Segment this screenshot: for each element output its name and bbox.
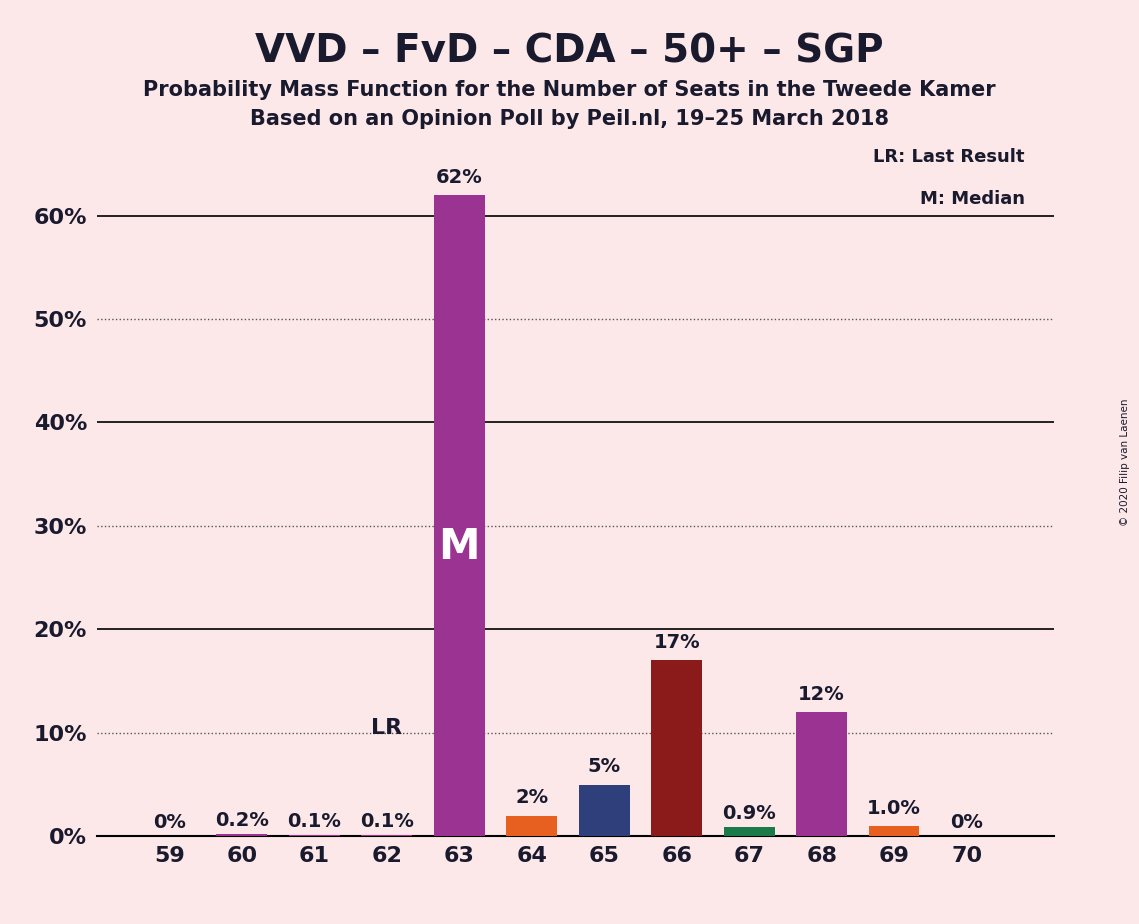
Bar bbox=[361, 835, 412, 836]
Text: 0.9%: 0.9% bbox=[722, 804, 776, 822]
Text: 0.1%: 0.1% bbox=[360, 812, 413, 831]
Text: 0%: 0% bbox=[950, 813, 983, 833]
Text: 5%: 5% bbox=[588, 758, 621, 776]
Text: 2%: 2% bbox=[515, 788, 548, 808]
Bar bbox=[579, 784, 630, 836]
Text: LR: Last Result: LR: Last Result bbox=[874, 149, 1025, 166]
Text: 0.2%: 0.2% bbox=[215, 811, 269, 830]
Text: Based on an Opinion Poll by Peil.nl, 19–25 March 2018: Based on an Opinion Poll by Peil.nl, 19–… bbox=[249, 109, 890, 129]
Text: M: M bbox=[439, 526, 480, 567]
Bar bbox=[796, 712, 847, 836]
Text: 12%: 12% bbox=[798, 685, 845, 704]
Text: 62%: 62% bbox=[436, 167, 483, 187]
Text: 17%: 17% bbox=[654, 633, 700, 652]
Bar bbox=[869, 826, 919, 836]
Text: LR: LR bbox=[371, 718, 402, 738]
Bar bbox=[434, 195, 484, 836]
Text: 0%: 0% bbox=[153, 813, 186, 833]
Text: 0.1%: 0.1% bbox=[287, 812, 342, 831]
Text: Probability Mass Function for the Number of Seats in the Tweede Kamer: Probability Mass Function for the Number… bbox=[144, 80, 995, 101]
Bar bbox=[216, 834, 268, 836]
Text: VVD – FvD – CDA – 50+ – SGP: VVD – FvD – CDA – 50+ – SGP bbox=[255, 32, 884, 70]
Bar bbox=[289, 835, 339, 836]
Bar bbox=[652, 661, 702, 836]
Text: © 2020 Filip van Laenen: © 2020 Filip van Laenen bbox=[1121, 398, 1130, 526]
Text: 1.0%: 1.0% bbox=[867, 798, 921, 818]
Bar bbox=[723, 827, 775, 836]
Bar bbox=[507, 816, 557, 836]
Text: M: Median: M: Median bbox=[919, 189, 1025, 208]
